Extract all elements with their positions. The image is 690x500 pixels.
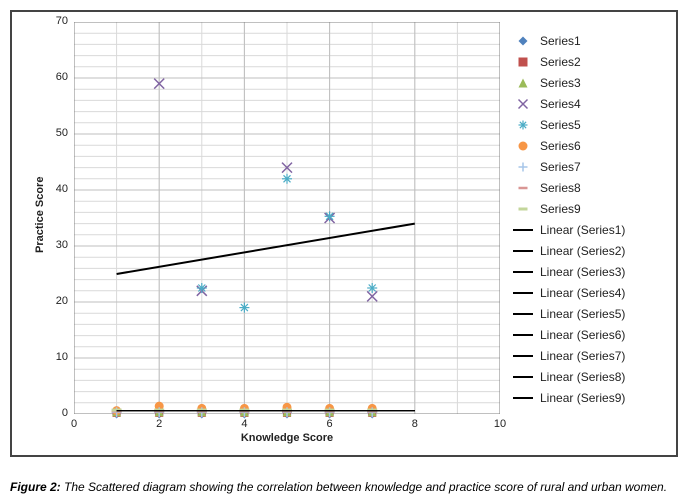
legend-item-series9: Series9 [512,198,625,219]
x-axis-label: Knowledge Score [74,432,500,444]
legend-item-series2: Series2 [512,51,625,72]
legend-item-linear-series1-: Linear (Series1) [512,219,625,240]
legend-item-series6: Series6 [512,135,625,156]
legend-item-series1: Series1 [512,30,625,51]
figure: Series1Series2Series3Series4Series5Serie… [0,0,690,500]
legend-item-series8: Series8 [512,177,625,198]
figure-caption: Figure 2: The Scattered diagram showing … [10,480,680,494]
legend: Series1Series2Series3Series4Series5Serie… [512,30,625,408]
legend-item-linear-series8-: Linear (Series8) [512,366,625,387]
legend-item-linear-series9-: Linear (Series9) [512,387,625,408]
legend-item-linear-series6-: Linear (Series6) [512,324,625,345]
chart-frame: Series1Series2Series3Series4Series5Serie… [10,10,678,457]
plot-area [74,22,500,414]
legend-item-series5: Series5 [512,114,625,135]
legend-item-series7: Series7 [512,156,625,177]
legend-item-linear-series2-: Linear (Series2) [512,240,625,261]
legend-item-linear-series4-: Linear (Series4) [512,282,625,303]
legend-item-linear-series7-: Linear (Series7) [512,345,625,366]
legend-item-series4: Series4 [512,93,625,114]
legend-item-linear-series3-: Linear (Series3) [512,261,625,282]
series-layer [74,22,500,414]
legend-item-series3: Series3 [512,72,625,93]
legend-item-linear-series5-: Linear (Series5) [512,303,625,324]
